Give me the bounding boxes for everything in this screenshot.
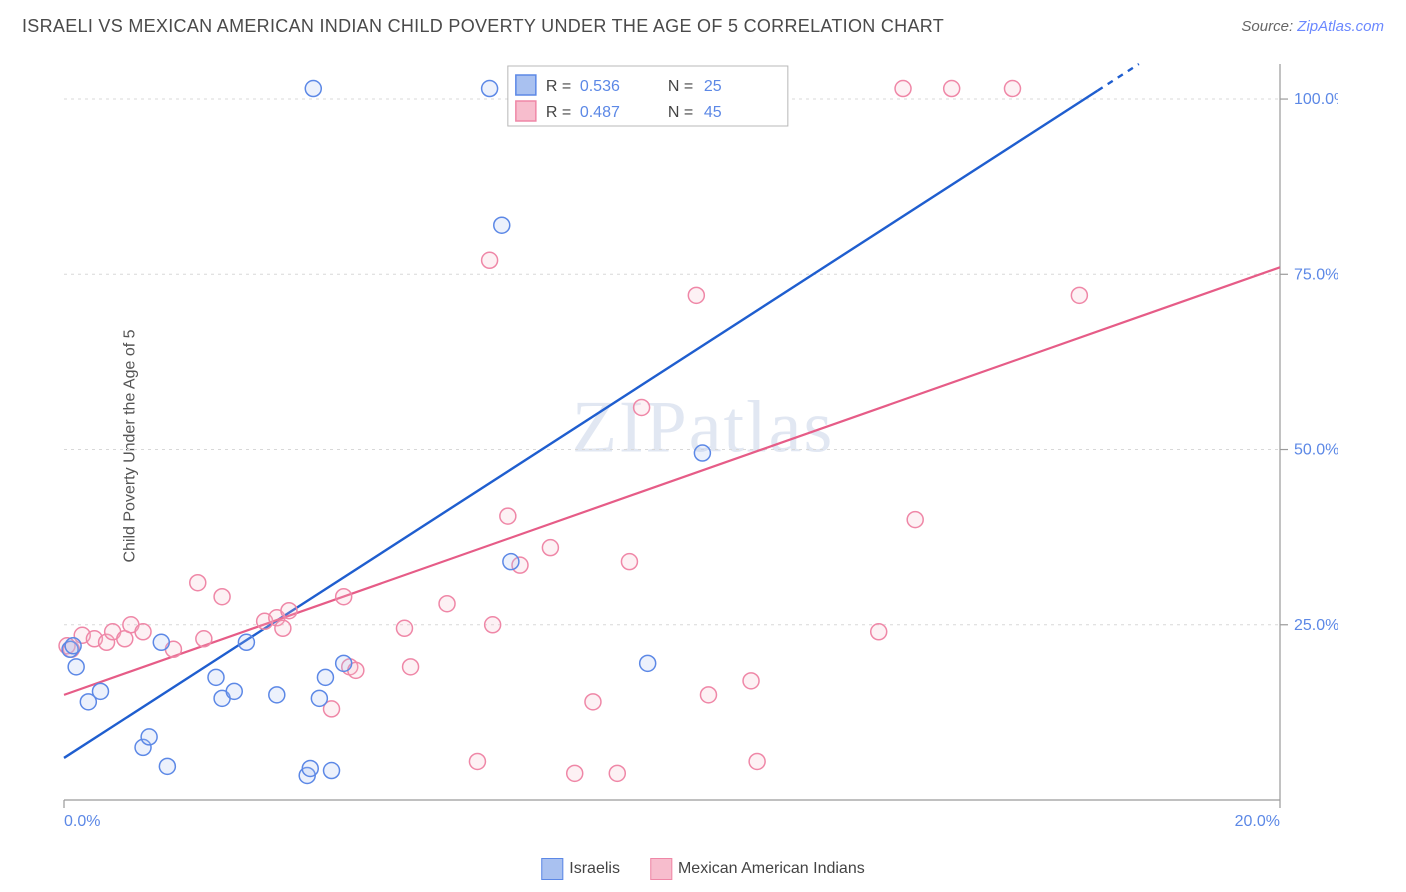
legend-n-label: N =	[668, 104, 693, 121]
data-point	[542, 540, 558, 556]
regression-lines	[64, 64, 1280, 758]
data-point	[275, 620, 291, 636]
data-point	[65, 638, 81, 654]
axes	[64, 64, 1288, 808]
legend-swatch	[516, 75, 536, 95]
legend-r-value: 0.536	[580, 78, 620, 95]
y-tick-label: 75.0%	[1294, 266, 1338, 283]
data-point	[895, 81, 911, 97]
data-point	[311, 690, 327, 706]
legend-r-label: R =	[546, 78, 571, 95]
gridlines	[64, 99, 1280, 625]
data-point	[494, 217, 510, 233]
data-point	[92, 683, 108, 699]
x-tick-label: 20.0%	[1235, 813, 1280, 830]
data-point	[469, 753, 485, 769]
y-tick-label: 50.0%	[1294, 442, 1338, 459]
data-point	[324, 763, 340, 779]
data-point	[336, 589, 352, 605]
legend-n-label: N =	[668, 78, 693, 95]
source-prefix: Source:	[1241, 18, 1297, 35]
source-link[interactable]: ZipAtlas.com	[1297, 18, 1384, 35]
data-point	[694, 445, 710, 461]
data-point	[621, 554, 637, 570]
data-point	[196, 631, 212, 647]
legend-label-israelis: Israelis	[569, 860, 620, 877]
data-point	[68, 659, 84, 675]
data-point	[700, 687, 716, 703]
data-point	[269, 687, 285, 703]
data-point	[1004, 81, 1020, 97]
legend-r-value: 0.487	[580, 104, 620, 121]
data-point	[396, 620, 412, 636]
data-point	[743, 673, 759, 689]
data-point	[585, 694, 601, 710]
data-point	[159, 758, 175, 774]
swatch-mexican	[650, 858, 672, 880]
data-point	[485, 617, 501, 633]
correlation-legend: R = 0.536 N = 25 R = 0.487 N = 45	[508, 66, 788, 126]
data-point	[1071, 287, 1087, 303]
y-tick-labels: 25.0% 50.0% 75.0% 100.0%	[1294, 91, 1338, 634]
data-point	[567, 765, 583, 781]
data-point	[609, 765, 625, 781]
data-point	[135, 624, 151, 640]
y-tick-label: 100.0%	[1294, 91, 1338, 108]
data-point	[640, 655, 656, 671]
data-point	[503, 554, 519, 570]
data-point	[302, 760, 318, 776]
israeli-points	[62, 81, 710, 784]
series-legend: Israelis Mexican American Indians	[541, 858, 864, 880]
legend-swatch	[516, 101, 536, 121]
legend-n-value: 25	[704, 78, 722, 95]
legend-item-israelis: Israelis	[541, 858, 620, 880]
data-point	[153, 634, 169, 650]
data-point	[403, 659, 419, 675]
data-point	[482, 81, 498, 97]
legend-item-mexican: Mexican American Indians	[650, 858, 865, 880]
x-tick-label: 0.0%	[64, 813, 100, 830]
data-point	[281, 603, 297, 619]
data-point	[208, 669, 224, 685]
legend-label-mexican: Mexican American Indians	[678, 860, 865, 877]
scatter-plot: 25.0% 50.0% 75.0% 100.0% 0.0% 20.0% R = 0.536…	[58, 54, 1338, 844]
data-point	[634, 399, 650, 415]
legend-r-label: R =	[546, 104, 571, 121]
data-point	[336, 655, 352, 671]
data-point	[482, 252, 498, 268]
y-tick-label: 25.0%	[1294, 617, 1338, 634]
data-point	[141, 729, 157, 745]
data-point	[439, 596, 455, 612]
chart-title: ISRAELI VS MEXICAN AMERICAN INDIAN CHILD…	[22, 16, 944, 37]
data-point	[317, 669, 333, 685]
data-point	[871, 624, 887, 640]
legend-n-value: 45	[704, 104, 722, 121]
data-point	[688, 287, 704, 303]
source-attribution: Source: ZipAtlas.com	[1241, 18, 1384, 35]
swatch-israelis	[541, 858, 563, 880]
x-tick-labels: 0.0% 20.0%	[64, 813, 1280, 830]
data-point	[749, 753, 765, 769]
data-point	[214, 589, 230, 605]
data-point	[944, 81, 960, 97]
data-point	[305, 81, 321, 97]
data-point	[190, 575, 206, 591]
data-point	[226, 683, 242, 699]
data-point	[238, 634, 254, 650]
data-point	[500, 508, 516, 524]
data-point	[907, 512, 923, 528]
